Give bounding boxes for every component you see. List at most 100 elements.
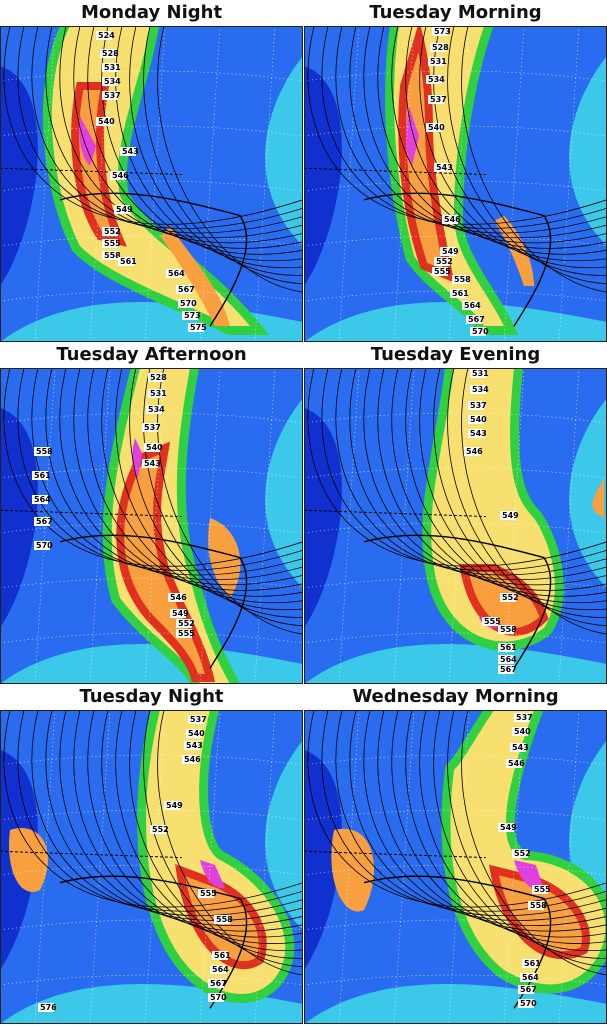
contour-value: 552 xyxy=(178,619,195,628)
contour-value: 537 xyxy=(470,401,487,410)
contour-value: 552 xyxy=(152,825,169,834)
contour-label: 564 xyxy=(166,269,185,278)
contour-value: 540 xyxy=(146,443,163,452)
contour-value: 567 xyxy=(210,979,227,988)
border-line xyxy=(0,167,182,176)
longitude-line xyxy=(338,26,360,342)
contour-label: 561 xyxy=(32,471,51,480)
map-frame xyxy=(0,26,303,342)
height-contour xyxy=(31,368,303,576)
height-contour xyxy=(405,710,607,944)
height-contour xyxy=(349,368,607,581)
contour-label: 546 xyxy=(506,759,525,768)
height-contour xyxy=(101,710,303,944)
longitude-line xyxy=(338,368,360,684)
height-contour xyxy=(157,368,303,635)
contour-value: 537 xyxy=(104,91,121,100)
longitude-line xyxy=(448,26,470,342)
contour-value: 564 xyxy=(522,973,539,982)
contour-label: 552 xyxy=(434,257,453,266)
height-contour xyxy=(433,710,607,959)
latitude-line xyxy=(304,919,607,931)
contour-value: 549 xyxy=(500,823,517,832)
coastline xyxy=(363,534,552,669)
contour-label: 546 xyxy=(442,215,461,224)
height-contour xyxy=(391,710,607,938)
contour-value: 540 xyxy=(514,727,531,736)
height-contour xyxy=(45,26,303,239)
latitude-line xyxy=(0,864,303,876)
contour-label: 546 xyxy=(182,755,201,764)
contour-value: 564 xyxy=(34,495,51,504)
height-contour xyxy=(157,26,303,293)
mid-field-area xyxy=(265,56,303,246)
height-contour xyxy=(129,26,303,276)
contour-label: 528 xyxy=(148,373,167,382)
height-contour xyxy=(419,26,607,269)
contour-label: 555 xyxy=(532,885,551,894)
contour-label: 564 xyxy=(498,655,517,664)
coastline xyxy=(59,534,248,669)
border-line xyxy=(0,850,182,859)
latitude-line xyxy=(0,577,303,589)
contour-label: 546 xyxy=(110,171,129,180)
contour-value: 540 xyxy=(188,729,205,738)
contour-label: 543 xyxy=(434,163,453,172)
height-contour xyxy=(129,710,303,959)
wind-field-blob xyxy=(160,226,230,326)
height-contour xyxy=(101,26,303,261)
longitude-line xyxy=(144,26,166,342)
contour-value: 555 xyxy=(434,267,451,276)
contour-label: 534 xyxy=(470,385,489,394)
longitude-line xyxy=(144,368,166,684)
height-contour xyxy=(115,26,303,269)
contour-label: 567 xyxy=(208,979,227,988)
contour-label: 528 xyxy=(430,43,449,52)
contour-value: 567 xyxy=(520,985,537,994)
longitude-line xyxy=(254,368,276,684)
contour-value: 534 xyxy=(104,77,121,86)
contour-label: 570 xyxy=(208,993,227,1002)
height-contour xyxy=(349,710,607,921)
panel-tuesday-afternoon: Tuesday Afternoon 528 531 534 537 540 543 546 5… xyxy=(0,342,303,684)
contour-label: 558 xyxy=(498,625,517,634)
contour-value: 546 xyxy=(444,215,461,224)
contour-label: 561 xyxy=(118,257,137,266)
contour-label: 543 xyxy=(510,743,529,752)
border-line xyxy=(304,509,486,518)
contour-label: 555 xyxy=(432,267,451,276)
wind-field-blob xyxy=(494,216,534,286)
latitude-line xyxy=(0,809,303,821)
height-contour xyxy=(391,368,607,597)
mid-field-area xyxy=(265,398,303,588)
contour-label: 564 xyxy=(32,495,51,504)
contour-value: 549 xyxy=(502,511,519,520)
contour-value: 570 xyxy=(180,299,197,308)
contour-label: 573 xyxy=(182,311,201,320)
height-contour xyxy=(461,26,607,293)
height-contour xyxy=(321,710,607,912)
longitude-line xyxy=(558,368,580,684)
latitude-line xyxy=(0,522,303,534)
height-contour xyxy=(129,368,303,618)
contour-label: 555 xyxy=(176,629,195,638)
longitude-line xyxy=(393,368,415,684)
latitude-line xyxy=(304,864,607,876)
contour-label: 567 xyxy=(34,517,53,526)
height-contour xyxy=(17,710,303,912)
contour-value: 564 xyxy=(212,965,229,974)
contour-value: 567 xyxy=(36,517,53,526)
contour-label: 549 xyxy=(170,609,189,618)
height-contour xyxy=(377,710,607,932)
contour-value: 540 xyxy=(98,117,115,126)
latitude-line xyxy=(304,974,607,986)
contour-label: 534 xyxy=(146,405,165,414)
jet-max xyxy=(200,860,225,889)
contour-value: 561 xyxy=(452,289,469,298)
contour-value: 534 xyxy=(148,405,165,414)
low-field-area xyxy=(304,750,342,970)
contour-label: 524 xyxy=(96,31,115,40)
contour-label: 546 xyxy=(464,447,483,456)
contour-label: 540 xyxy=(426,123,445,132)
